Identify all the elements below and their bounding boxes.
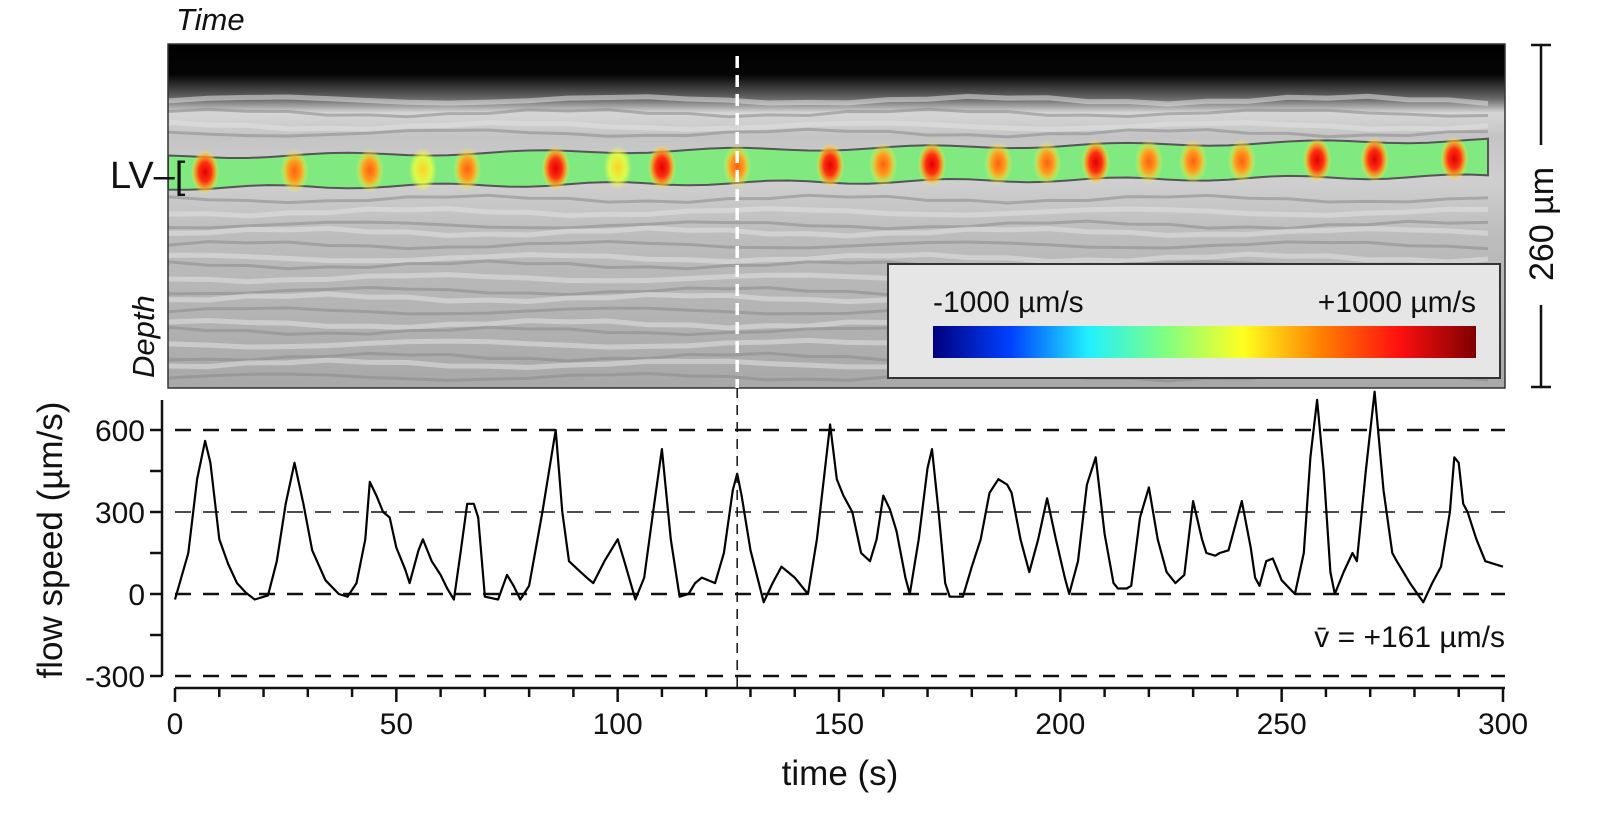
scale-bar [1531, 43, 1551, 389]
x-tick-label: 150 [814, 708, 864, 741]
tissue-stripe [168, 93, 1489, 107]
scale-bar-label: 260 µm [1523, 167, 1561, 281]
gridlines [175, 428, 1505, 678]
depth-direction-label: Depth [126, 295, 161, 378]
flow-blob [541, 146, 570, 191]
x-tick-label: 200 [1035, 708, 1085, 741]
x-axis-label: time (s) [782, 754, 899, 793]
colorbar-box [887, 263, 1501, 379]
flow-blob [1179, 139, 1208, 184]
time-direction-label: Time [176, 2, 245, 37]
flow-blob [1134, 139, 1163, 184]
flow-blob [408, 147, 437, 192]
tissue-stripe [168, 219, 1489, 231]
tissue-stripe [168, 251, 1489, 265]
flow-blob [1440, 136, 1469, 181]
flow-blob [453, 147, 482, 192]
colorbar-gradient [933, 326, 1476, 358]
colorbar-legend: -1000 µm/s +1000 µm/s [887, 263, 1501, 379]
flow-blob [816, 143, 845, 188]
flow-blob [355, 148, 384, 193]
flow-blob [603, 145, 632, 190]
x-tick-label: 0 [167, 708, 184, 741]
flow-blob [1360, 137, 1389, 182]
colorbar-min-label: -1000 µm/s [933, 286, 1084, 319]
flow-blob [191, 150, 220, 195]
flow-blob [984, 141, 1013, 186]
flow-blobs [191, 136, 1469, 195]
x-tick-label: 50 [380, 708, 413, 741]
x-tick-label: 250 [1257, 708, 1307, 741]
flow-speed-chart: -300 0 300 600 0 50 100 150 200 250 300 flow speed… [31, 390, 1528, 793]
flow-blob [723, 144, 752, 189]
flow-blob [280, 149, 309, 194]
y-axis-label: flow speed (µm/s) [31, 402, 70, 679]
flow-blob [1033, 140, 1062, 185]
y-tick-label: 600 [95, 415, 145, 448]
flow-blob [1303, 138, 1332, 183]
flow-blob [869, 142, 898, 187]
kymograph-border [167, 43, 1506, 389]
tissue-stripe [168, 127, 1489, 139]
colorbar-max-label: +1000 µm/s [1318, 286, 1476, 319]
flow-blob [1081, 140, 1110, 185]
vessel-label: LV–[ [110, 155, 186, 197]
flow-blob [1227, 138, 1256, 183]
y-tick-label: -300 [85, 661, 145, 694]
tissue-stripe [168, 107, 1489, 119]
flow-blob [647, 145, 676, 190]
tissue-stripe [168, 205, 1489, 219]
tissue-stripe [168, 119, 1489, 132]
y-tick-label: 0 [128, 579, 145, 612]
axes: -300 0 300 600 0 50 100 150 200 250 300 [85, 400, 1528, 741]
mean-speed-annotation: v̄ = +161 µm/s [1314, 621, 1505, 654]
x-tick-label: 300 [1478, 708, 1528, 741]
flow-speed-line [173, 390, 1504, 604]
x-tick-label: 100 [593, 708, 643, 741]
tissue-stripe [168, 240, 1489, 251]
tissue-stripe [168, 193, 1489, 205]
y-tick-label: 300 [95, 497, 145, 530]
flow-blob [917, 142, 946, 187]
tissue-stripe [168, 225, 1489, 239]
